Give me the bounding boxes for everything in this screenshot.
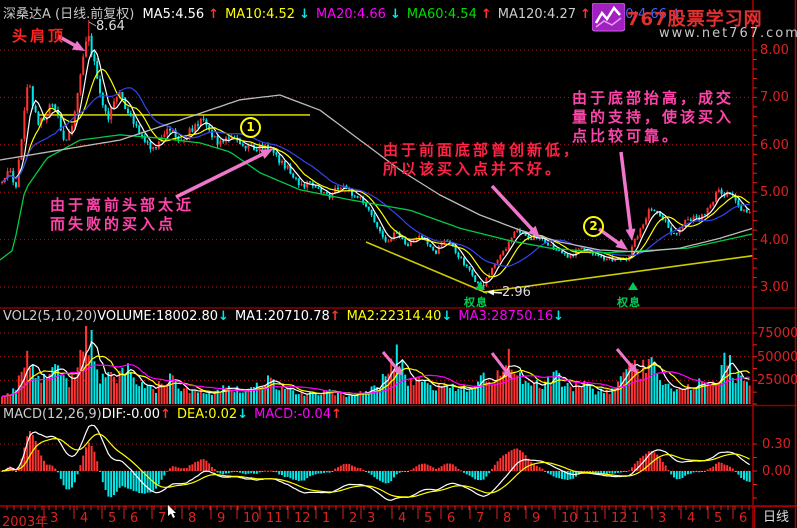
annotation-failed-buy: 由于离前头部太近 而失败的买入点 [50, 196, 195, 233]
annotation-head-shoulders: 头肩顶 [12, 27, 67, 45]
ma-indicator-5-trend-arrow-icon: ↓ [670, 7, 682, 22]
price-axis-label: 7.00 [760, 90, 789, 106]
vol-indicator-3-trend-arrow-icon: ↓ [441, 309, 453, 324]
buy-point-circle-2: 2 [583, 216, 604, 237]
ma-indicator-3: MA60:4.54 [406, 7, 477, 22]
price-axis-label: 3.00 [760, 280, 789, 295]
macd-axis-label: 0.30 [762, 437, 791, 452]
macd-indicator-3: MACD:-0.04 [254, 407, 332, 422]
month-label: 3 [367, 511, 376, 526]
month-label: 7 [158, 511, 167, 526]
main-chart-header: 深桑达A (日线.前复权) MA5:4.56 ↑ MA10:4.52 ↓ MA20:4.… [3, 3, 688, 22]
month-label: 11 [583, 511, 600, 526]
month-label: 10 [243, 511, 260, 526]
month-label: 5 [424, 511, 433, 526]
month-label: 4 [687, 511, 696, 526]
exright-marker-label: 权息 [464, 296, 488, 309]
macd-indicator-1-trend-arrow-icon: ↑ [160, 407, 171, 422]
ma-indicator-2-trend-arrow-icon: ↓ [389, 7, 401, 22]
ma-indicator-1: MA10:4.52 [225, 7, 296, 22]
macd-pane-header: MACD(12,26,9)DIF:-0.00↑ DEA:0.02↓ MACD:-0.… [3, 407, 348, 422]
exright-marker-label: 权息 [617, 296, 641, 309]
month-label: 4 [80, 511, 89, 526]
vol-indicator-4-trend-arrow-icon: ↓ [553, 309, 565, 324]
peak-price-label: 8.64 [96, 19, 125, 34]
month-label: 1 [322, 511, 331, 526]
price-axis-label: 4.00 [760, 232, 789, 248]
month-label: 12 [294, 511, 311, 526]
month-label: 6 [130, 511, 139, 526]
volume-axis-label: 50000 [757, 349, 797, 365]
volume-axis-label: 75000 [757, 326, 797, 341]
month-label: 4 [398, 511, 407, 526]
month-label: 9 [532, 511, 541, 526]
vol-indicator-1-trend-arrow-icon: ↓ [218, 309, 229, 324]
low-price-label: 2.96 [502, 285, 531, 300]
site-url[interactable]: www.net767.com [659, 26, 797, 41]
price-axis-label: 8.00 [760, 43, 789, 58]
macd-indicator-3-trend-arrow-icon: ↑ [331, 407, 342, 422]
month-label: 8 [503, 511, 512, 526]
buy-point-circle-1: 1 [240, 117, 261, 138]
price-axis-label: 6.00 [760, 137, 789, 153]
month-label: 6 [447, 511, 456, 526]
vol-indicator-1: VOLUME:18002.80 [97, 309, 219, 324]
month-label: 2 [349, 511, 358, 526]
logo-chart-icon [591, 2, 626, 37]
period-label[interactable]: 日线 [754, 506, 797, 528]
month-label: 3 [658, 511, 667, 526]
annotation-new-low: 由于前面底部曾创新低， 所以该买入点并不好。 [383, 141, 582, 178]
vol-indicator-2: MA1:20710.78 [234, 309, 330, 324]
ma-indicator-4-trend-arrow-icon: ↑ [580, 7, 591, 22]
macd-indicator-2-trend-arrow-icon: ↓ [237, 407, 249, 422]
month-label: 3 [50, 511, 59, 526]
price-axis-label: 5.00 [760, 185, 789, 201]
ma-indicator-0-trend-arrow-icon: ↑ [208, 7, 220, 22]
site-logo-text[interactable]: 767股票学习网 [627, 9, 763, 30]
vol-indicator-4: MA3:28750.16 [458, 309, 554, 324]
macd-indicator-0: MACD(12,26,9) [3, 407, 102, 422]
ma-indicator-2: MA20:4.66 [315, 7, 386, 22]
stock-title: 深桑达A (日线.前复权) [3, 7, 135, 22]
month-label: 6 [739, 511, 748, 526]
macd-axis-label: 0.00 [762, 464, 791, 479]
volume-pane-header: VOL2(5,10,20)VOLUME:18002.80↓ MA1:20710.7… [3, 309, 570, 324]
vol-indicator-0: VOL2(5,10,20) [3, 309, 98, 324]
month-label: 12 [611, 511, 628, 526]
ma-indicator-3-trend-arrow-icon: ↑ [480, 7, 492, 22]
month-label: 5 [714, 511, 723, 526]
month-label: 7 [476, 511, 485, 526]
month-label: 9 [217, 511, 226, 526]
month-label: 5 [108, 511, 117, 526]
macd-indicator-1: DIF:-0.00 [101, 407, 161, 422]
ma-indicator-1-trend-arrow-icon: ↓ [299, 7, 310, 22]
annotation-reliable-buy: 由于底部抬高，成交 量的支持，使该买入 点比较可靠。 [572, 89, 735, 145]
year-label: 2003年 [2, 515, 49, 528]
month-label: 11 [266, 511, 283, 526]
ma-indicator-0: MA5:4.56 [142, 7, 205, 22]
month-label: 8 [188, 511, 197, 526]
macd-indicator-2: DEA:0.02 [176, 407, 238, 422]
vol-indicator-3: MA2:22314.40 [346, 309, 442, 324]
volume-axis-label: 25000 [757, 373, 797, 389]
ma-indicator-4: MA120:4.27 [497, 7, 576, 22]
month-label: 1 [631, 511, 640, 526]
vol-indicator-2-trend-arrow-icon: ↑ [329, 309, 341, 324]
month-label: 10 [561, 511, 578, 526]
